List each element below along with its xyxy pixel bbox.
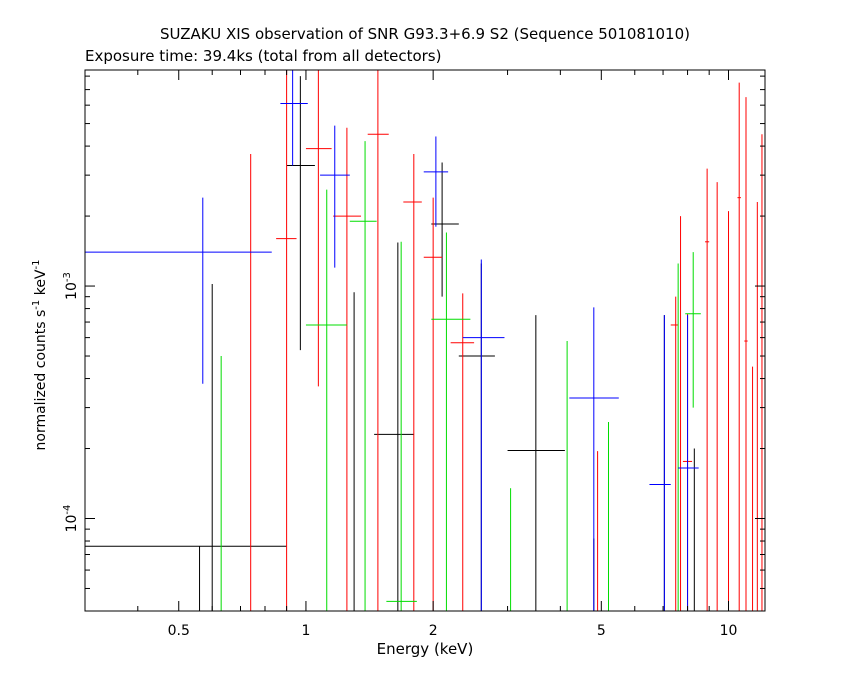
data-point [386,241,417,611]
data-point [705,168,710,611]
y-axis-label-sup1: -1 [31,300,42,310]
data-point [403,153,422,611]
y-axis-label-mid: keV [33,269,49,300]
x-tick-label: 0.5 [168,623,190,639]
data-point [744,97,748,611]
data-point [507,315,565,611]
data-point [458,263,495,611]
data-point [685,252,701,408]
plot-area [85,70,763,611]
x-tick-label: 1 [301,623,310,639]
data-point [286,76,315,351]
data-point [569,307,619,611]
y-axis-label-sup2: -1 [31,260,42,270]
x-tick-label: 2 [429,623,438,639]
data-point [367,70,389,611]
data-point [349,141,377,611]
data-point [320,125,350,268]
data-point [462,259,505,611]
data-point [423,136,449,227]
series-0 [85,76,695,611]
data-point [333,127,362,611]
plot-frame [84,69,766,612]
data-point [670,296,679,611]
data-point [85,197,272,384]
y-tick-label: 10-4 [62,505,80,533]
data-point [85,545,287,611]
x-tick-label: 10 [720,623,738,639]
data-point [423,197,443,611]
y-axis-label: normalized counts s-1 keV-1 [31,260,49,451]
series-1 [250,70,763,611]
data-point [276,70,297,611]
data-point [649,315,671,611]
data-point [450,293,475,611]
x-axis-label: Energy (keV) [377,640,474,658]
data-point [737,82,741,611]
data-point [374,242,414,611]
chart-subtitle: Exposure time: 39.4ks (total from all de… [85,47,441,65]
x-tick-label: 5 [597,623,606,639]
data-point [280,70,308,166]
series-2 [220,141,701,611]
data-point [431,232,471,611]
data-point [305,70,332,387]
y-tick-label: 10-3 [62,272,80,300]
series-3 [85,70,699,611]
y-axis-label-main: normalized counts s [33,310,49,451]
data-point [305,189,347,611]
data-point [678,315,699,611]
axis-ticks: 0.5 1 2 5 10 10-3 10-4 [62,70,765,639]
chart-title: SUZAKU XIS observation of SNR G93.3+6.9 … [160,25,690,43]
